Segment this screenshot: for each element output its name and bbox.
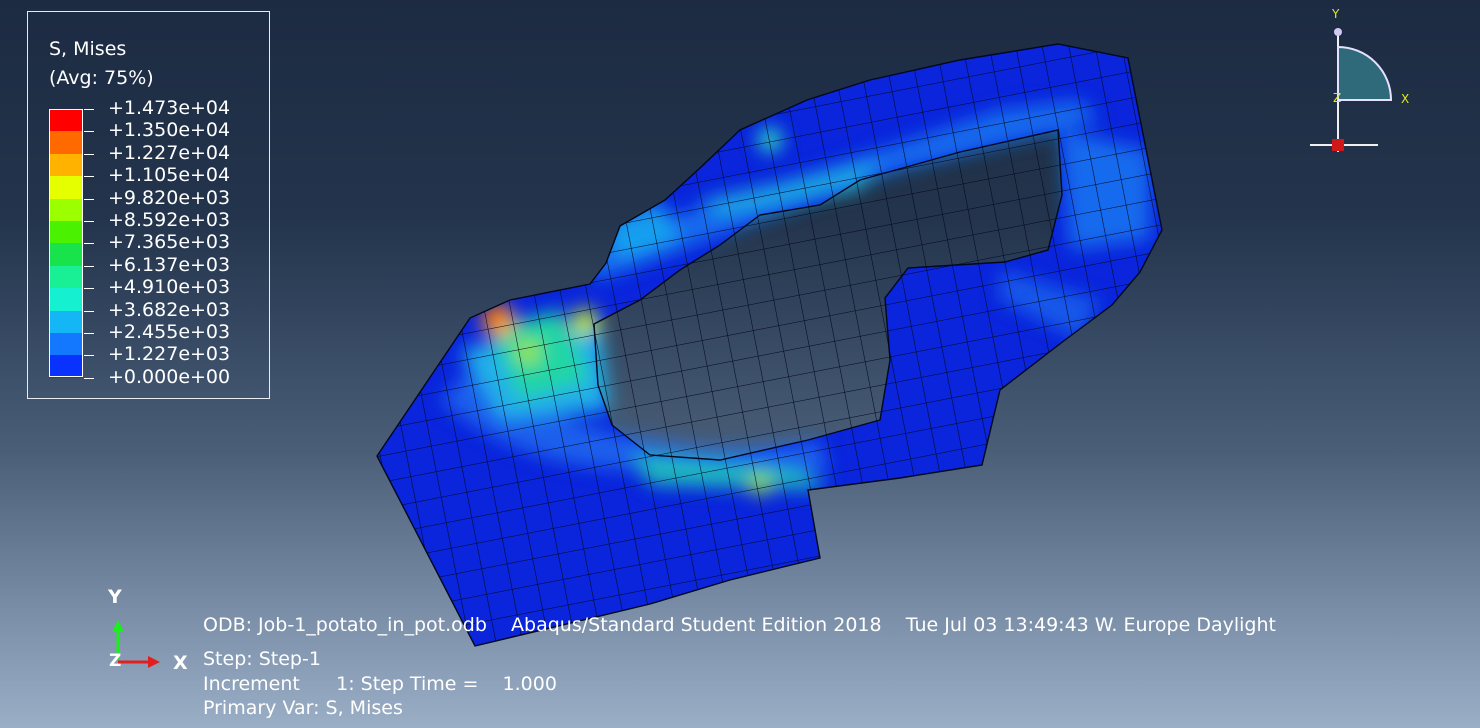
legend-value: +1.350e+04	[108, 119, 231, 142]
legend-tick	[84, 176, 94, 178]
step-info-line: Step: Step-1	[203, 648, 321, 670]
legend-value: +3.682e+03	[108, 298, 231, 321]
legend-tick	[84, 221, 94, 222]
legend-value: +4.910e+03	[108, 276, 231, 299]
legend-value: +1.105e+04	[108, 164, 231, 187]
deformed-mesh-contour	[376, 43, 1163, 647]
legend-value: +8.592e+03	[108, 209, 231, 231]
triad-x-label: X	[173, 652, 188, 674]
legend-value: +6.137e+03	[108, 253, 231, 276]
view-triad-x-label: X	[1401, 92, 1410, 106]
legend-tick	[84, 243, 94, 245]
view-triad-y-label: Y	[1332, 7, 1340, 21]
legend-tick	[84, 109, 94, 110]
legend-swatch	[49, 221, 83, 244]
legend-swatch	[49, 243, 83, 267]
legend-tick	[84, 355, 94, 357]
triad-y-label: Y	[108, 586, 122, 608]
legend-value: +1.227e+03	[108, 343, 231, 366]
legend-subtitle: (Avg: 75%)	[49, 67, 154, 89]
legend-swatch-frame	[49, 109, 83, 377]
triad-z-label: Z	[109, 651, 122, 671]
legend-swatch	[49, 310, 83, 334]
legend-value: +2.455e+03	[108, 321, 231, 343]
contour-legend: S, Mises (Avg: 75%) +1.473e+04 +1.350e+04…	[27, 11, 270, 399]
legend-tick	[84, 131, 94, 133]
legend-value: +7.365e+03	[108, 231, 231, 254]
increment-info-line: Increment 1: Step Time = 1.000	[203, 673, 557, 695]
view-triad-z-label: Z	[1333, 91, 1342, 105]
legend-swatch	[49, 265, 83, 289]
legend-value: +1.227e+04	[108, 141, 231, 164]
legend-tick	[84, 198, 94, 200]
legend-title: S, Mises	[49, 38, 127, 60]
legend-swatch	[49, 176, 83, 200]
legend-swatch	[49, 355, 83, 379]
view-orientation-triad[interactable]	[1310, 28, 1393, 152]
legend-value: +9.820e+03	[108, 186, 231, 209]
legend-swatch	[49, 198, 83, 222]
axis-triad	[112, 620, 160, 668]
legend-swatch	[49, 131, 83, 155]
primary-var-line: Primary Var: S, Mises	[203, 697, 403, 719]
legend-swatch	[49, 109, 83, 132]
legend-value: +1.473e+04	[108, 97, 231, 119]
legend-swatch	[49, 333, 83, 356]
legend-tick	[84, 333, 94, 334]
legend-swatch	[49, 153, 83, 177]
legend-tick	[84, 265, 94, 267]
legend-tick	[84, 310, 94, 312]
legend-value: +0.000e+00	[108, 365, 231, 388]
legend-tick	[84, 153, 94, 155]
odb-info-line: ODB: Job-1_potato_in_pot.odb Abaqus/Stan…	[203, 614, 1276, 636]
legend-swatch	[49, 288, 83, 312]
legend-tick	[84, 377, 94, 379]
legend-tick	[84, 288, 94, 290]
